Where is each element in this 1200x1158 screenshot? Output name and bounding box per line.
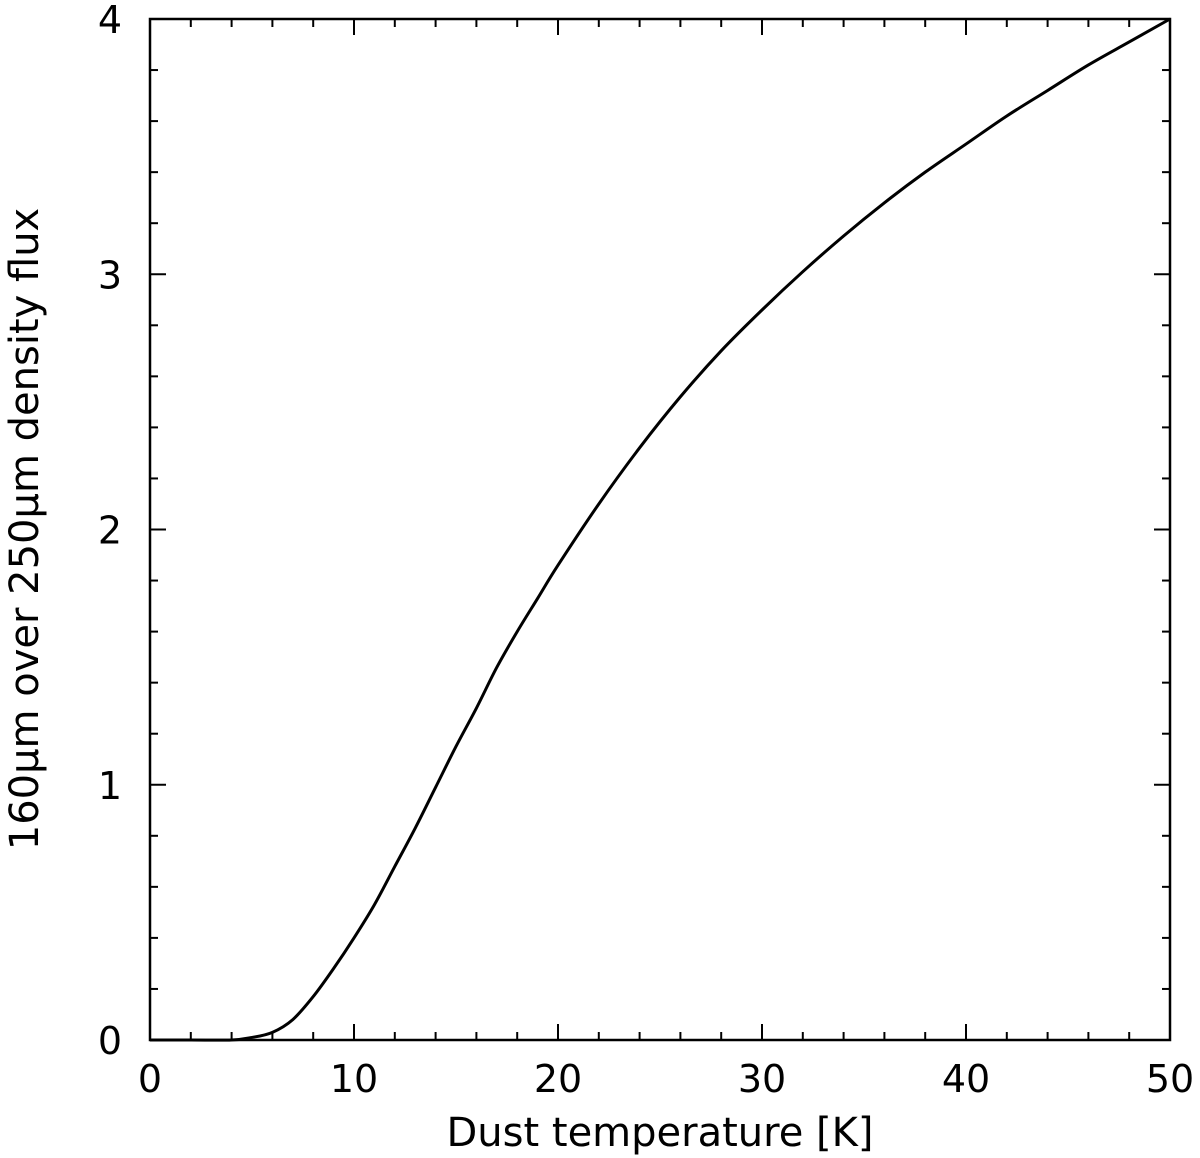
y-tick-label: 3: [98, 253, 122, 297]
x-tick-label: 30: [738, 1057, 786, 1101]
x-tick-label: 50: [1146, 1057, 1194, 1101]
x-tick-label: 0: [138, 1057, 162, 1101]
axis-ticks: [149, 18, 1171, 1041]
plot-frame: [148, 17, 1172, 1042]
series-line: [150, 17, 1171, 1042]
x-tick-label: 10: [330, 1057, 378, 1101]
series-layer: [150, 17, 1171, 1042]
y-tick-label: 4: [98, 0, 122, 42]
y-tick-label: 1: [98, 764, 122, 808]
x-tick-label: 20: [534, 1057, 582, 1101]
y-tick-label: 2: [98, 509, 122, 553]
y-axis-label: 160μm over 250μm density flux: [2, 208, 48, 850]
x-tick-label: 40: [942, 1057, 990, 1101]
tick-labels: 0 10 20 30 40 50 0 1 2 3 4: [98, 0, 1194, 1101]
y-tick-label: 0: [98, 1019, 122, 1063]
x-axis-label: Dust temperature [K]: [447, 1110, 874, 1156]
